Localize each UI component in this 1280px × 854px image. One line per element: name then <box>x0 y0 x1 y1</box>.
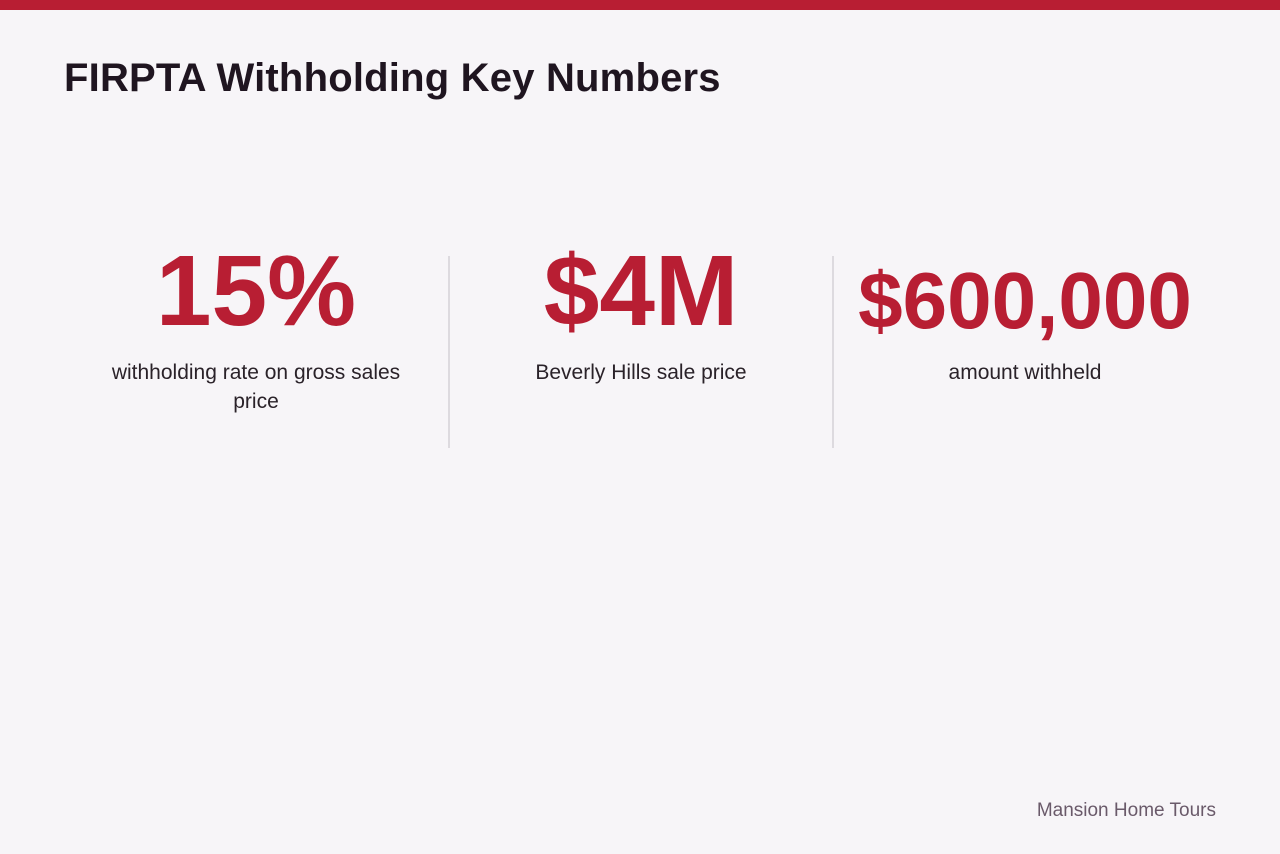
stats-row: 15% withholding rate on gross sales pric… <box>64 236 1216 448</box>
stat-card: $4M Beverly Hills sale price <box>448 236 832 448</box>
stat-value: $4M <box>543 235 739 347</box>
stat-label: Beverly Hills sale price <box>535 361 747 384</box>
stat-label: withholding rate on gross sales price <box>111 361 401 413</box>
top-bar <box>0 0 1280 10</box>
stat-value: 15% <box>155 235 357 347</box>
stat-card: 15% withholding rate on gross sales pric… <box>64 236 448 448</box>
stat-value: $600,000 <box>858 256 1192 345</box>
title: FIRPTA Withholding Key Numbers <box>64 56 721 100</box>
stat-card: $600,000 amount withheld <box>832 256 1216 448</box>
footer-brand: Mansion Home Tours <box>1036 800 1216 821</box>
stat-label: amount withheld <box>948 361 1102 384</box>
